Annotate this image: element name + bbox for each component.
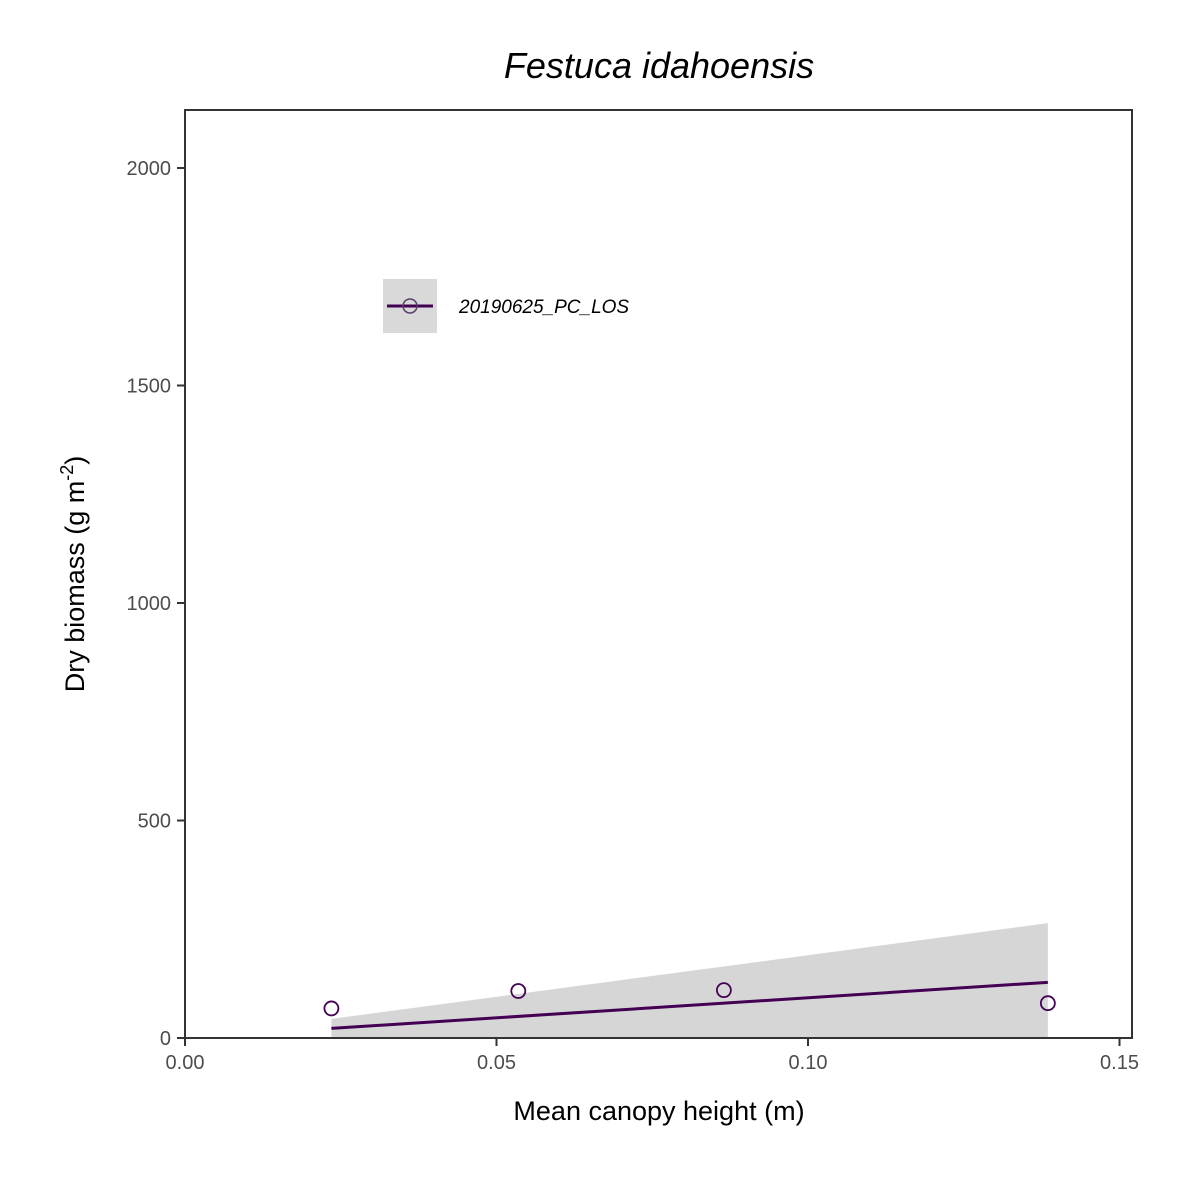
y-tick-label: 500 (138, 811, 171, 833)
x-tick-label: 0.10 (789, 1052, 828, 1074)
data-point-3 (1039, 995, 1056, 1012)
x-axis: 0.00 0.05 0.10 0.15 (166, 1038, 1139, 1074)
legend: 20190625_PC_LOS (383, 279, 629, 333)
y-axis: 0 500 1000 1500 2000 (127, 158, 185, 1050)
y-tick-label: 0 (160, 1028, 171, 1050)
confidence-band-0 (331, 923, 1048, 1038)
y-tick-label: 2000 (127, 158, 172, 180)
y-axis-title-superscript: -2 (57, 465, 77, 481)
y-tick-label: 1000 (127, 593, 172, 615)
data-point-1 (510, 983, 527, 999)
x-tick-label: 0.00 (166, 1052, 205, 1074)
legend-key-marker (402, 298, 418, 314)
plot-area (323, 923, 1056, 1038)
chart-title: Festuca idahoensis (504, 45, 814, 86)
x-axis-title: Mean canopy height (m) (513, 1096, 804, 1126)
data-point-2 (715, 982, 732, 999)
fit-line-0 (331, 980, 1048, 1030)
x-tick-label: 0.15 (1100, 1052, 1139, 1074)
legend-label: 20190625_PC_LOS (458, 297, 629, 318)
y-axis-title: Dry biomass (g m-2) (57, 456, 90, 693)
x-tick-label: 0.05 (477, 1052, 516, 1074)
data-point-0 (323, 1000, 340, 1017)
y-axis-title-close: ) (60, 456, 90, 465)
y-axis-title-main: Dry biomass (g m (60, 481, 90, 693)
plot-panel-border (184, 109, 1133, 1039)
y-tick-label: 1500 (127, 376, 172, 398)
